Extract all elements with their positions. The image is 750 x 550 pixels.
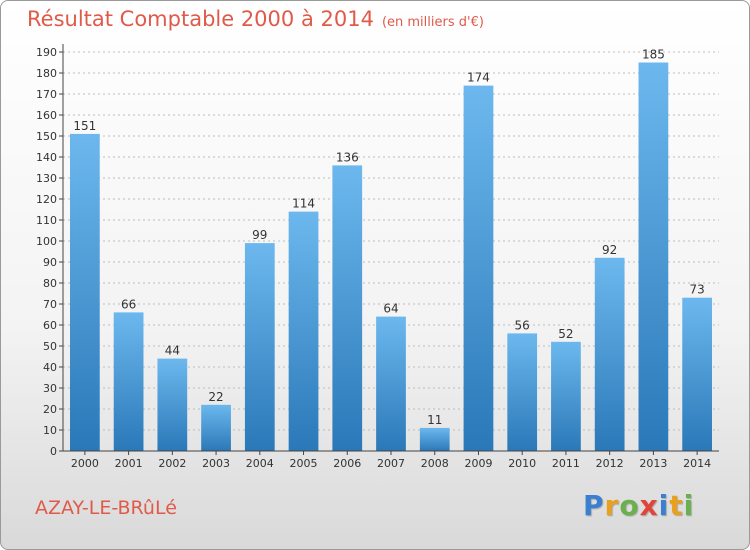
x-tick-label-2001: 2001 (115, 457, 143, 470)
bars (69, 62, 713, 452)
y-tick-label: 170 (36, 88, 57, 101)
data-label-2006: 136 (336, 150, 359, 164)
bar-2002[interactable] (157, 358, 188, 451)
data-label-2003: 22 (208, 390, 223, 404)
x-tick-label-2005: 2005 (290, 457, 318, 470)
labels: 0 10 20 30 40 50 60 70 80 90 100 110 120 130 140 150 160… (36, 46, 711, 470)
axes (59, 44, 719, 455)
y-tick-label: 40 (43, 361, 57, 374)
bar-2003[interactable] (201, 404, 231, 451)
x-tick-label-2008: 2008 (421, 457, 449, 470)
bar-2013[interactable] (638, 62, 669, 452)
data-label-2007: 64 (383, 302, 398, 316)
x-tick-label-2014: 2014 (683, 457, 711, 470)
chart-title: Résultat Comptable 2000 à 2014 (en millie… (27, 7, 484, 31)
logo-letter: o (619, 489, 640, 522)
logo-letter: t (669, 489, 684, 522)
y-tick-label: 160 (36, 109, 57, 122)
y-tick-label: 100 (36, 235, 57, 248)
bar-2012[interactable] (594, 257, 625, 451)
bar-2009[interactable] (463, 85, 494, 451)
y-tick-label: 30 (43, 382, 57, 395)
y-tick-label: 70 (43, 298, 57, 311)
y-tick-label: 180 (36, 67, 57, 80)
y-tick-label: 120 (36, 193, 57, 206)
y-tick-label: 110 (36, 214, 57, 227)
y-tick-label: 50 (43, 340, 57, 353)
x-tick-label-2009: 2009 (464, 457, 492, 470)
x-tick-label-2013: 2013 (639, 457, 667, 470)
logo-letter: i (683, 489, 695, 522)
chart-subtitle: (en milliers d'€) (381, 15, 484, 30)
y-tick-label: 130 (36, 172, 57, 185)
y-tick-label: 10 (43, 424, 57, 437)
bar-2006[interactable] (332, 165, 363, 451)
data-label-2011: 52 (558, 327, 573, 341)
logo-letter: x (639, 489, 659, 522)
bar-2014[interactable] (682, 297, 713, 451)
data-label-2012: 92 (602, 243, 617, 257)
x-tick-label-2007: 2007 (377, 457, 405, 470)
proxiti-logo[interactable]: Proxiti (583, 489, 694, 522)
data-label-2009: 174 (467, 71, 490, 85)
logo-letter: r (604, 489, 620, 522)
x-tick-label-2006: 2006 (333, 457, 361, 470)
logo-letter: i (658, 489, 670, 522)
x-tick-label-2000: 2000 (71, 457, 99, 470)
bar-2007[interactable] (376, 316, 406, 451)
logo-letter: P (583, 489, 605, 522)
place-name: AZAY-LE-BRûLé (35, 497, 177, 519)
y-tick-label: 80 (43, 277, 57, 290)
data-label-2013: 185 (642, 48, 665, 62)
data-label-2001: 66 (121, 297, 136, 311)
y-tick-label: 90 (43, 256, 57, 269)
y-tick-label: 150 (36, 130, 57, 143)
y-tick-label: 20 (43, 403, 57, 416)
y-tick-label: 190 (36, 46, 57, 59)
x-tick-label-2010: 2010 (508, 457, 536, 470)
bar-2000[interactable] (69, 133, 100, 451)
x-tick-label-2003: 2003 (202, 457, 230, 470)
bar-2005[interactable] (288, 211, 319, 451)
bar-2010[interactable] (507, 333, 538, 451)
bar-2001[interactable] (113, 312, 144, 451)
data-label-2005: 114 (292, 197, 315, 211)
bar-2008[interactable] (419, 427, 450, 451)
x-tick-label-2012: 2012 (596, 457, 624, 470)
data-label-2000: 151 (73, 119, 96, 133)
y-tick-label: 60 (43, 319, 57, 332)
data-label-2004: 99 (252, 228, 267, 242)
bar-2004[interactable] (244, 243, 275, 451)
data-label-2008: 11 (427, 413, 442, 427)
y-tick-label: 0 (50, 445, 57, 458)
x-tick-label-2004: 2004 (246, 457, 274, 470)
x-tick-label-2002: 2002 (158, 457, 186, 470)
x-tick-label-2011: 2011 (552, 457, 580, 470)
y-tick-label: 140 (36, 151, 57, 164)
data-label-2014: 73 (689, 283, 704, 297)
data-label-2002: 44 (165, 344, 180, 358)
bar-2011[interactable] (551, 341, 581, 451)
data-label-2010: 56 (515, 318, 530, 332)
